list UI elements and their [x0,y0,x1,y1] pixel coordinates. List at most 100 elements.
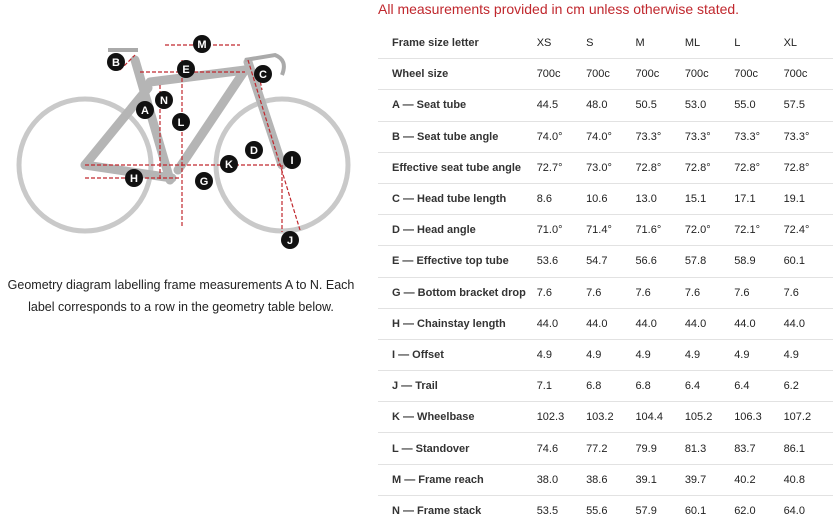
cell: 19.1 [783,183,833,216]
label-letter: J [287,235,293,247]
cell: 57.8 [684,245,735,278]
cell: 73.3° [635,121,685,153]
cell: 104.4 [635,401,685,434]
table-row: H — Chainstay length 44.0 44.0 44.0 44.0 44.0… [378,308,833,340]
label-badge [107,53,125,71]
cell: 55.0 [734,89,784,122]
row-label: Frame size letter [378,28,537,60]
cell: 700c [783,58,833,91]
row-label: K — Wheelbase [378,401,537,434]
cell: 60.1 [783,245,833,278]
cell: 74.0° [536,121,587,153]
cell: 50.5 [635,89,685,122]
cell: ML [684,28,735,60]
cell: 8.6 [536,183,587,216]
diagram-caption: Geometry diagram labelling frame measure… [7,278,355,314]
cell: 57.5 [783,89,833,122]
cell: 106.3 [734,401,784,434]
cell: 6.4 [684,370,735,403]
cell: 13.0 [635,183,685,216]
row-label: L — Standover [378,432,537,465]
cell: 105.2 [684,401,735,434]
row-label: A — Seat tube [378,89,537,122]
table-row: Effective seat tube angle 72.7° 73.0° 72.8°… [378,152,833,184]
label-letter: K [225,159,233,171]
measurement-label: K [220,155,238,173]
row-label: H — Chainstay length [378,308,537,340]
cell: 73.3° [734,121,784,153]
label-letter: I [290,155,293,167]
label-badge [125,169,143,187]
cell: 44.0 [684,308,735,340]
cell: 60.1 [684,495,735,525]
cell: 39.1 [635,464,685,496]
cell: 4.9 [734,339,784,372]
label-badge [172,113,190,131]
label-badge [195,172,213,190]
cell: L [734,28,784,60]
measurement-label: N [155,91,173,109]
cell: 81.3 [684,432,735,465]
label-badge [254,65,272,83]
cell: 44.0 [536,308,587,340]
table-row: L — Standover 74.6 77.2 79.9 81.3 83.7 86.1 [378,432,833,465]
measurement-label: G [195,172,213,190]
cell: 72.7° [536,152,587,184]
cell: 71.6° [635,214,685,247]
table-row: Wheel size 700c 700c 700c 700c 700c 700c [378,58,833,91]
cell: 53.5 [536,495,587,525]
cell: M [635,28,685,60]
measurement-label: A [136,101,154,119]
cell: 40.2 [734,464,784,496]
cell: 4.9 [586,339,636,372]
label-badge [220,155,238,173]
measurement-label: M [193,35,211,53]
cell: 72.8° [684,152,735,184]
row-label: D — Head angle [378,214,537,247]
measurement-note: All measurements provided in cm unless o… [378,1,740,17]
label-badge [155,91,173,109]
cell: 44.0 [586,308,636,340]
table-row: N — Frame stack 53.5 55.6 57.9 60.1 62.0 64.0 [378,495,833,525]
cell: 79.9 [635,432,685,465]
cell: 64.0 [783,495,833,525]
cell: 10.6 [586,183,636,216]
cell: 44.0 [783,308,833,340]
cell: 6.8 [635,370,685,403]
cell: 71.0° [536,214,587,247]
cell: 7.6 [635,277,685,309]
geometry-table: Frame size letter XS S M ML L XL Wheel size 700c… [378,28,833,525]
label-badge [283,151,301,169]
label-letter: M [197,39,206,51]
cell: 73.3° [783,121,833,153]
table-row: K — Wheelbase 102.3 103.2 104.4 105.2 106.3 10… [378,401,833,434]
cell: XS [536,28,587,60]
table-row: J — Trail 7.1 6.8 6.8 6.4 6.4 6.2 [378,370,833,403]
label-badge [177,60,195,78]
cell: 7.6 [586,277,636,309]
label-badge [245,141,263,159]
cell: 86.1 [783,432,833,465]
cockpit [108,48,286,76]
label-letter: B [112,57,120,69]
cell: 72.1° [734,214,784,247]
cell: 57.9 [635,495,685,525]
cell: 4.9 [684,339,735,372]
row-label: Wheel size [378,58,537,91]
measurement-label: H [125,169,143,187]
cell: 7.6 [783,277,833,309]
label-letter: D [250,145,258,157]
cell: 15.1 [684,183,735,216]
label-letter: L [178,117,185,129]
cell: 700c [734,58,784,91]
label-letter: N [160,95,168,107]
row-label: M — Frame reach [378,464,537,496]
cell: 700c [684,58,735,91]
label-letter: G [200,176,209,188]
table-row: D — Head angle 71.0° 71.4° 71.6° 72.0° 72.1° 7… [378,214,833,247]
measurement-label: C [254,65,272,83]
table-row: A — Seat tube 44.5 48.0 50.5 53.0 55.0 57.5 [378,89,833,122]
cell: 56.6 [635,245,685,278]
cell: 54.7 [586,245,636,278]
